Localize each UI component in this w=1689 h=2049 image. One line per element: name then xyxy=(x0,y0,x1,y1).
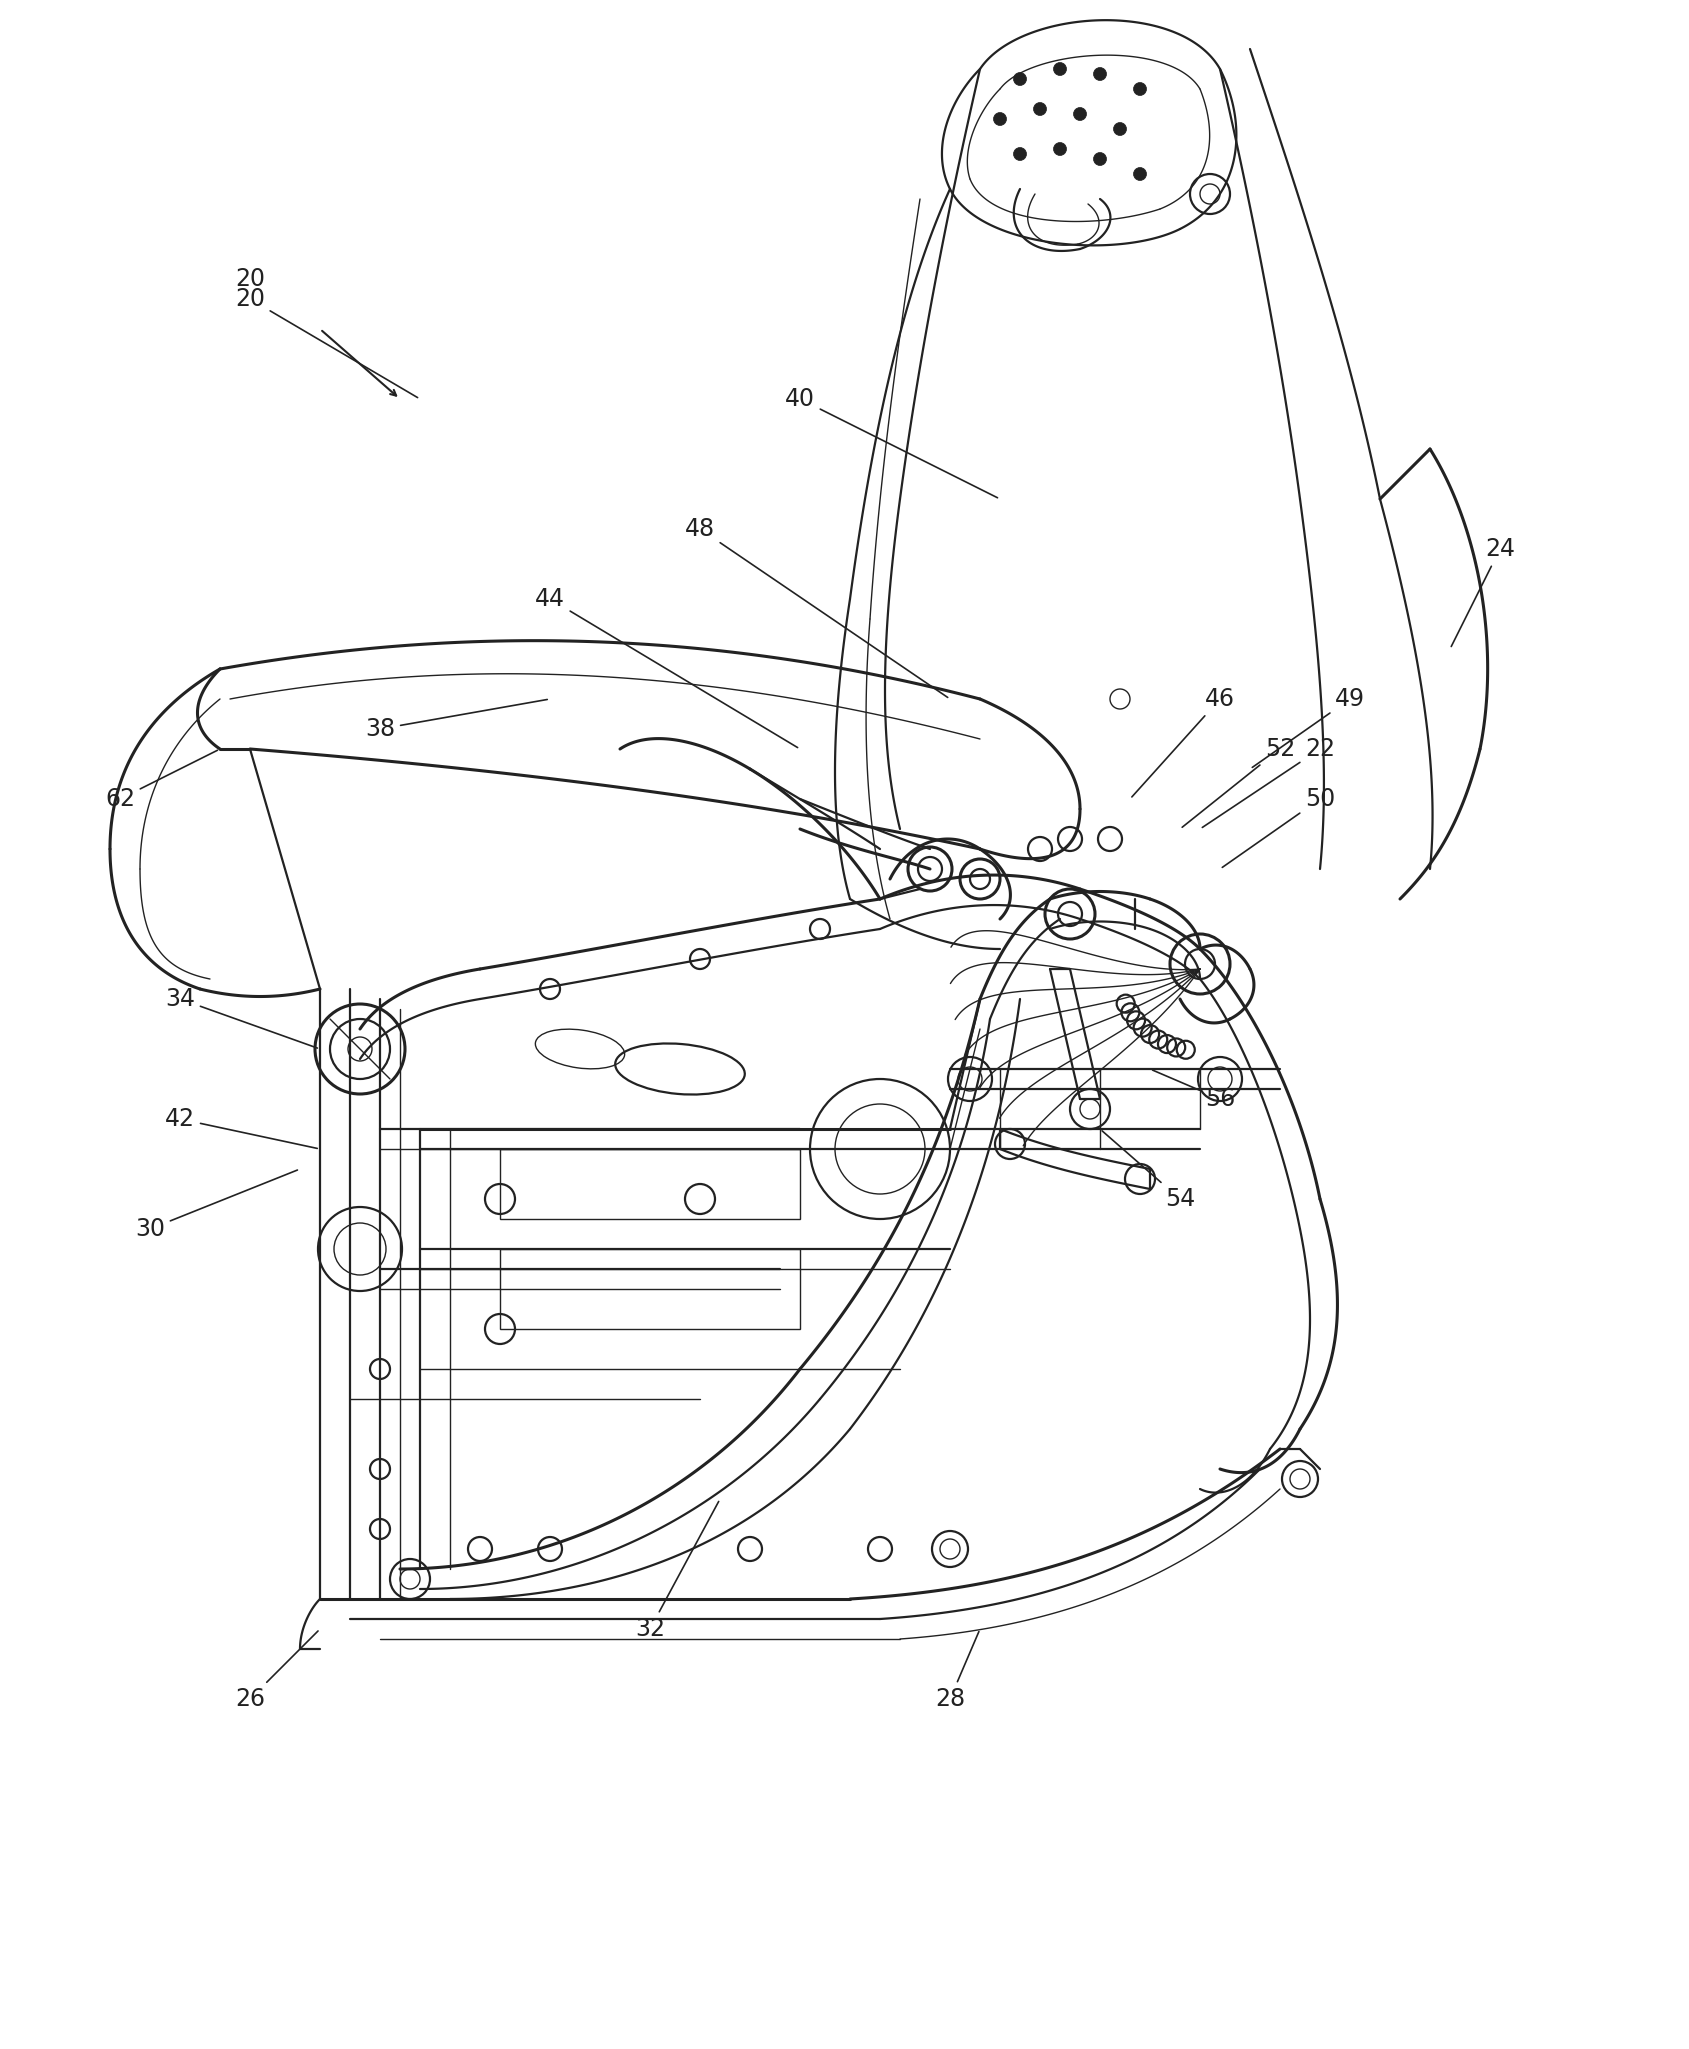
Text: 30: 30 xyxy=(135,1170,297,1242)
Circle shape xyxy=(1133,168,1145,180)
Text: 54: 54 xyxy=(1101,1131,1194,1211)
Circle shape xyxy=(1133,82,1145,96)
Text: 49: 49 xyxy=(1252,686,1365,768)
Circle shape xyxy=(1093,68,1106,80)
Text: 38: 38 xyxy=(365,699,547,742)
Text: 34: 34 xyxy=(166,988,318,1049)
Circle shape xyxy=(993,113,1007,125)
Text: 28: 28 xyxy=(934,1631,978,1711)
Text: 50: 50 xyxy=(1221,787,1334,867)
Text: 32: 32 xyxy=(635,1502,718,1641)
Text: 44: 44 xyxy=(535,586,797,748)
Circle shape xyxy=(1013,72,1025,86)
Text: 24: 24 xyxy=(1451,537,1513,647)
Text: 52: 52 xyxy=(1182,738,1294,828)
Text: 40: 40 xyxy=(784,387,997,498)
Circle shape xyxy=(1073,107,1086,121)
Circle shape xyxy=(1113,123,1127,135)
Circle shape xyxy=(1052,143,1066,156)
Text: 26: 26 xyxy=(235,1631,318,1711)
Circle shape xyxy=(1034,102,1045,115)
Circle shape xyxy=(1013,148,1025,160)
Text: 62: 62 xyxy=(105,750,218,811)
Circle shape xyxy=(1052,64,1066,76)
Text: 56: 56 xyxy=(1152,1070,1235,1111)
Circle shape xyxy=(1093,152,1106,166)
Text: 48: 48 xyxy=(684,516,948,697)
Text: 20: 20 xyxy=(235,287,417,398)
Text: 20: 20 xyxy=(235,266,265,291)
Text: 22: 22 xyxy=(1201,738,1334,828)
Text: 46: 46 xyxy=(1132,686,1235,797)
Text: 42: 42 xyxy=(166,1106,318,1147)
